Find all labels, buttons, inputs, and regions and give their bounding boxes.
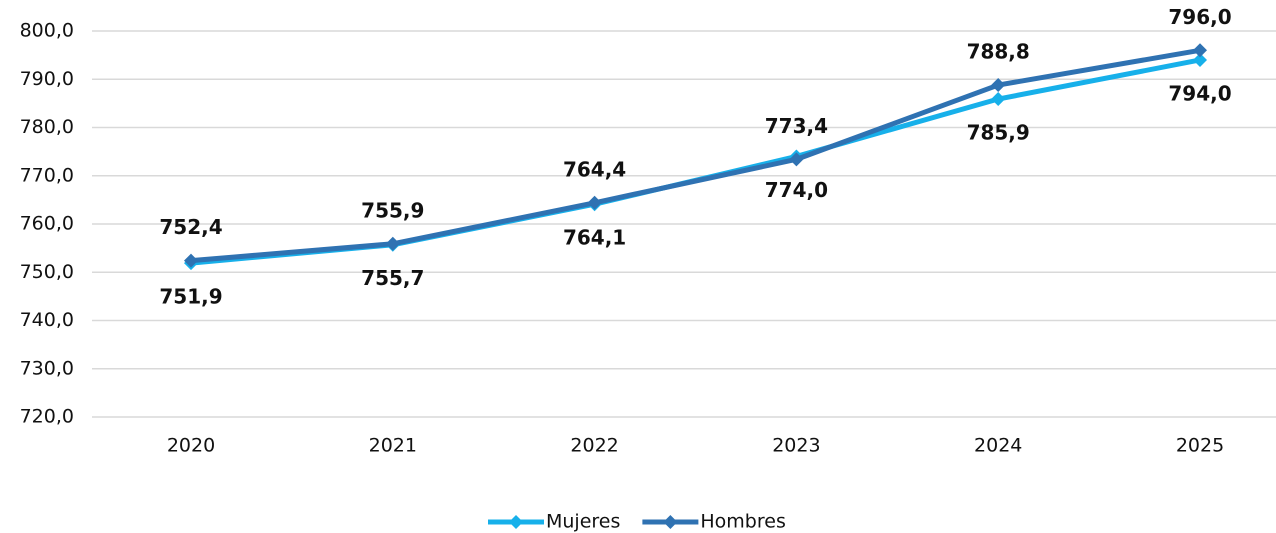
y-tick-label: 790,0: [20, 68, 74, 90]
series-line: [190, 47, 1201, 264]
data-label: 773,4: [765, 114, 828, 138]
data-point: [184, 253, 198, 268]
x-tick-label: 2020: [167, 435, 215, 457]
series-line: [190, 57, 1201, 266]
y-tick-label: 760,0: [20, 213, 74, 235]
data-label: 764,4: [563, 157, 626, 181]
data-label: 788,8: [967, 40, 1030, 64]
data-point: [587, 195, 602, 210]
data-point: [991, 78, 1006, 93]
y-tick-label: 800,0: [20, 20, 74, 42]
legend-marker: [509, 515, 523, 529]
data-label: 794,0: [1168, 81, 1231, 105]
data-point: [991, 92, 1006, 107]
y-tick-label: 720,0: [20, 406, 74, 428]
data-label: 785,9: [967, 121, 1030, 145]
y-tick-label: 730,0: [20, 357, 74, 379]
data-label: 752,4: [159, 215, 222, 239]
data-label: 751,9: [159, 285, 222, 309]
y-tick-label: 750,0: [20, 261, 74, 283]
y-tick-label: 740,0: [20, 309, 74, 331]
legend-label: Hombres: [700, 511, 785, 533]
x-tick-label: 2021: [369, 435, 417, 457]
x-tick-label: 2024: [974, 435, 1022, 457]
data-label: 755,9: [361, 198, 424, 222]
data-label: 774,0: [765, 178, 828, 202]
legend-marker: [663, 515, 678, 529]
data-point: [385, 236, 400, 251]
x-tick-label: 2022: [570, 435, 618, 457]
x-tick-label: 2023: [772, 435, 820, 457]
y-tick-label: 770,0: [20, 164, 74, 186]
data-label: 755,7: [361, 266, 424, 290]
data-point: [1193, 43, 1207, 58]
data-label: 764,1: [563, 226, 626, 250]
data-label: 796,0: [1168, 5, 1231, 29]
y-tick-label: 780,0: [20, 116, 74, 138]
data-point: [1193, 52, 1207, 67]
data-point: [789, 152, 804, 167]
x-tick-label: 2025: [1176, 435, 1224, 457]
legend-label: Mujeres: [546, 511, 620, 533]
